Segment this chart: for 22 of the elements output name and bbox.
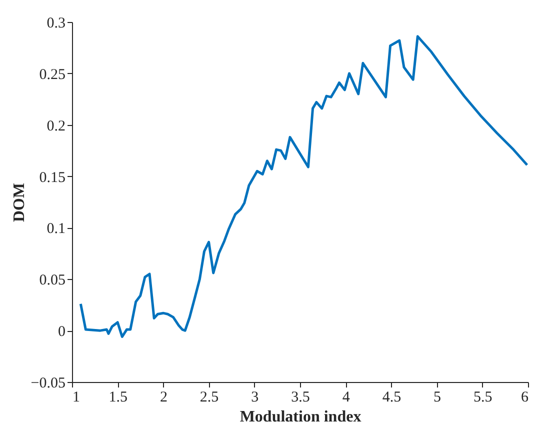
x-tick-label: 2.5 <box>200 390 219 406</box>
x-tick-label: 1.5 <box>108 390 128 406</box>
x-tick-label: 3 <box>251 390 259 406</box>
y-tick-label: −0.05 <box>30 376 66 392</box>
y-tick-label: 0.3 <box>46 16 66 32</box>
x-tick-label: 3.5 <box>291 390 310 406</box>
x-tick-label: 4.5 <box>382 390 402 406</box>
y-axis-title: DOM <box>10 182 28 222</box>
y-tick-label: 0 <box>58 324 66 340</box>
x-tick-label: 1 <box>72 390 80 406</box>
x-tick-label: 5 <box>434 390 442 406</box>
y-tick-label: 0.1 <box>46 221 66 238</box>
y-tick-label: 0.15 <box>39 170 66 186</box>
y-tick-label: 0.2 <box>46 118 66 134</box>
x-tick-label: 6 <box>521 390 529 406</box>
line-series <box>79 35 528 338</box>
x-tick-label: 4 <box>342 390 350 406</box>
y-tick-label: 0.05 <box>39 272 66 289</box>
x-axis-title: Modulation index <box>240 408 362 426</box>
y-tick-label: 0.25 <box>39 66 66 83</box>
x-tick-label: 5.5 <box>474 390 492 406</box>
x-tick-label: 2 <box>160 390 168 406</box>
